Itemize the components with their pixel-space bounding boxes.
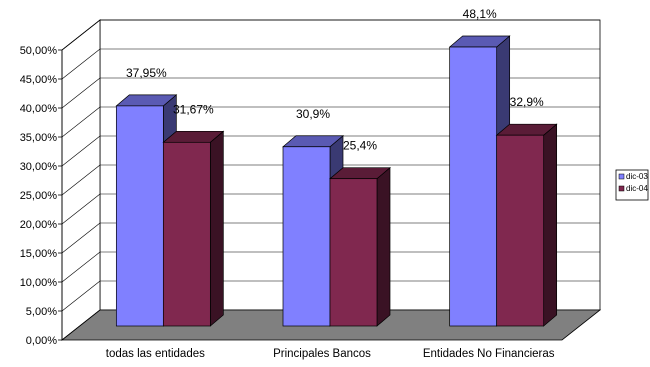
gridline-side <box>61 19 101 51</box>
legend-swatch <box>618 173 625 180</box>
data-label: 48,1% <box>463 7 497 21</box>
bar <box>115 105 164 327</box>
bar <box>449 46 498 327</box>
bars <box>115 35 558 327</box>
x-category-label: todas las entidades <box>106 348 205 360</box>
data-label: 37,95% <box>126 66 167 80</box>
gridline-side <box>61 48 101 80</box>
legend: dic-03 dic-04 <box>615 169 649 201</box>
gridline-side <box>61 164 101 196</box>
bar-side <box>376 166 391 327</box>
y-tick-label: 50,00% <box>20 45 58 57</box>
bar-side <box>209 130 224 327</box>
gridline-side <box>61 222 101 254</box>
gridline-side <box>61 135 101 167</box>
y-axis-ticks: 0,00% 5,00% 10,00% 15,00% 20,00% 25,00% 30,00%… <box>20 45 63 347</box>
bar <box>162 141 211 327</box>
data-label: 31,67% <box>173 102 214 116</box>
legend-label: dic-03 <box>626 172 648 181</box>
bar <box>329 178 378 327</box>
x-category-label: Entidades No Financieras <box>423 348 555 360</box>
data-label: 25,4% <box>343 139 377 153</box>
bar-side <box>543 123 558 327</box>
gridline-side <box>61 193 101 225</box>
gridline-side <box>61 106 101 138</box>
data-label: 32,9% <box>510 95 544 109</box>
bar <box>496 134 545 327</box>
y-tick-label: 5,00% <box>26 306 57 318</box>
gridline-side <box>61 280 101 312</box>
y-tick-label: 15,00% <box>20 248 58 260</box>
y-tick-label: 20,00% <box>20 219 58 231</box>
legend-label: dic-04 <box>626 184 648 193</box>
y-tick-label: 35,00% <box>20 132 58 144</box>
y-tick-label: 45,00% <box>20 74 58 86</box>
y-tick-label: 25,00% <box>20 190 58 202</box>
gridline-side <box>61 77 101 109</box>
y-tick-label: 40,00% <box>20 103 58 115</box>
x-axis-labels: todas las entidades Principales Bancos Ent… <box>106 348 555 360</box>
data-labels: 37,95% 31,67% 30,9% 25,4% 48,1% 32,9% <box>126 7 544 153</box>
y-tick-label: 10,00% <box>20 277 58 289</box>
x-category-label: Principales Bancos <box>273 348 371 360</box>
bar <box>282 146 331 327</box>
y-tick-label: 30,00% <box>20 161 58 173</box>
gridline-side <box>61 251 101 283</box>
data-label: 30,9% <box>296 107 330 121</box>
y-tick-label: 0,00% <box>26 335 57 347</box>
legend-swatch <box>618 185 625 192</box>
